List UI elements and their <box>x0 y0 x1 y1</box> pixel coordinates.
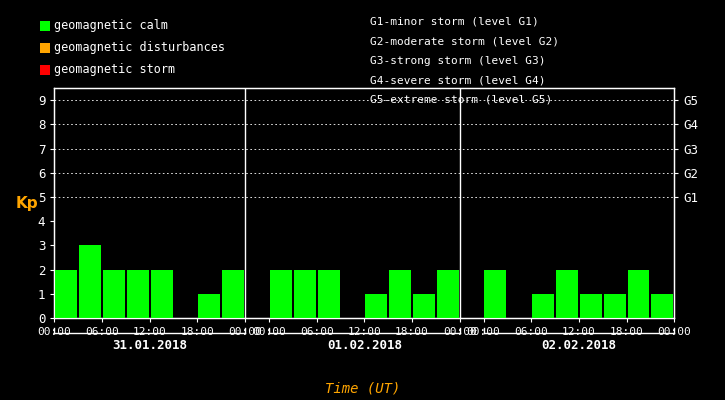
Text: G5-extreme storm (level G5): G5-extreme storm (level G5) <box>370 94 552 104</box>
Bar <box>580 294 602 318</box>
Bar <box>294 270 315 318</box>
Y-axis label: Kp: Kp <box>15 196 38 210</box>
Bar <box>365 294 387 318</box>
Bar <box>151 270 173 318</box>
Text: Time (UT): Time (UT) <box>325 381 400 395</box>
Text: 01.02.2018: 01.02.2018 <box>327 339 402 352</box>
Bar <box>199 294 220 318</box>
Bar <box>79 245 101 318</box>
Bar <box>484 270 506 318</box>
Bar <box>628 270 650 318</box>
Text: geomagnetic storm: geomagnetic storm <box>54 64 175 76</box>
Text: G1-minor storm (level G1): G1-minor storm (level G1) <box>370 17 539 27</box>
Bar <box>604 294 626 318</box>
Bar <box>55 270 78 318</box>
Text: G3-strong storm (level G3): G3-strong storm (level G3) <box>370 56 545 66</box>
Bar <box>389 270 411 318</box>
Text: G2-moderate storm (level G2): G2-moderate storm (level G2) <box>370 36 559 46</box>
Bar <box>103 270 125 318</box>
Text: 31.01.2018: 31.01.2018 <box>112 339 187 352</box>
Bar <box>651 294 674 318</box>
Bar <box>532 294 554 318</box>
Bar <box>413 294 435 318</box>
Bar <box>223 270 244 318</box>
Text: G4-severe storm (level G4): G4-severe storm (level G4) <box>370 75 545 85</box>
Text: geomagnetic calm: geomagnetic calm <box>54 20 167 32</box>
Bar <box>127 270 149 318</box>
Bar <box>436 270 459 318</box>
Bar <box>556 270 578 318</box>
Bar <box>270 270 292 318</box>
Text: 02.02.2018: 02.02.2018 <box>542 339 616 352</box>
Text: geomagnetic disturbances: geomagnetic disturbances <box>54 42 225 54</box>
Bar <box>318 270 339 318</box>
